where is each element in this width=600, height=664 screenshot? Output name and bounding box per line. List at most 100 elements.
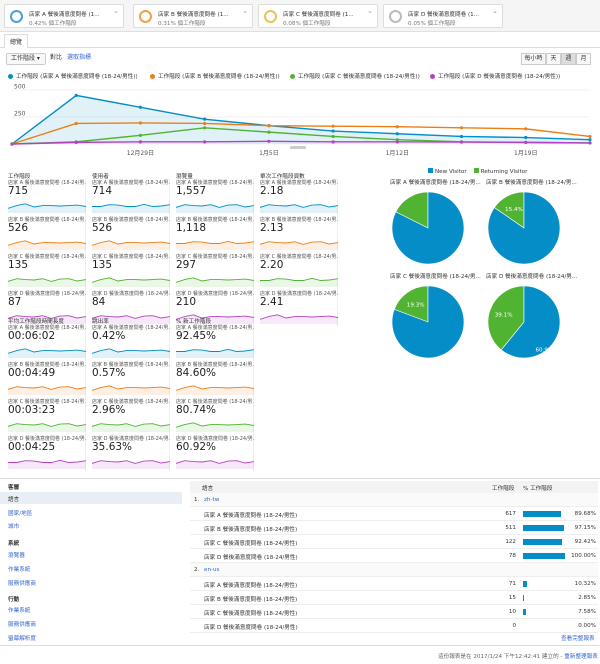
- table-row[interactable]: 店家 B 餐後滿意度問卷 (18-24/男性) 15 2.85%: [190, 591, 598, 605]
- metric-cell[interactable]: 店家 A 餐後滿意度問卷 (18-24/男... 00:06:02: [6, 323, 86, 360]
- metric-cell[interactable]: 店家 B 餐後滿意度問卷 (18-24/男... 1,118: [174, 215, 254, 252]
- col-language[interactable]: 語言: [202, 486, 214, 492]
- metric-cell[interactable]: 店家 A 餐後滿意度問卷 (18-24/男... 92.45%: [174, 323, 254, 360]
- metric-cell[interactable]: 店家 C 餐後滿意度問卷 (18-24/男... 297: [174, 252, 254, 289]
- series-point[interactable]: [459, 126, 464, 130]
- chevron-down-icon[interactable]: ⌄: [113, 7, 119, 15]
- segment-card-d[interactable]: 店家 D 餐後滿意度問卷 (1... 0.05% 個工作階段 ⌄: [383, 4, 503, 28]
- granularity-week[interactable]: 週: [561, 53, 576, 65]
- language-link[interactable]: zh-tw: [204, 497, 220, 503]
- granularity-hour[interactable]: 每小時: [521, 53, 546, 65]
- col-pct-sessions[interactable]: % 工作階段: [523, 486, 553, 492]
- table-row[interactable]: 店家 C 餐後滿意度問卷 (18-24/男性) 10 7.58%: [190, 605, 598, 619]
- series-point[interactable]: [524, 140, 528, 144]
- metric-cell[interactable]: 店家 D 餐後滿意度問卷 (18-24/男... 35.63%: [90, 434, 170, 471]
- table-row[interactable]: 店家 B 餐後滿意度問卷 (18-24/男性) 511 97.15%: [190, 521, 598, 535]
- pie-chart[interactable]: 82.4%: [382, 184, 478, 284]
- metric-cell[interactable]: 店家 A 餐後滿意度問卷 (18-24/男... 714: [90, 178, 170, 215]
- resize-handle[interactable]: [290, 146, 306, 149]
- select-metric-link[interactable]: 選取指標: [67, 54, 92, 61]
- pie-slice-new[interactable]: [391, 285, 465, 359]
- legend-series-a[interactable]: 工作階段 (店家 A 餐後滿意度問卷 (18-24/男性)): [8, 72, 138, 80]
- col-sessions[interactable]: 工作階段: [492, 486, 515, 492]
- nav-item-city[interactable]: 城市: [8, 524, 20, 530]
- series-point[interactable]: [331, 140, 335, 144]
- metric-cell[interactable]: 店家 C 餐後滿意度問卷 (18-24/男... 2.96%: [90, 397, 170, 434]
- series-point[interactable]: [138, 133, 143, 137]
- metric-cell[interactable]: 店家 B 餐後滿意度問卷 (18-24/男... 00:04:49: [6, 360, 86, 397]
- table-row[interactable]: 店家 D 餐後滿意度問卷 (18-24/男性) 78 100.00%: [190, 549, 598, 563]
- legend-series-c[interactable]: 工作階段 (店家 C 餐後滿意度問卷 (18-24/男性)): [290, 72, 420, 80]
- granularity-month[interactable]: 月: [576, 53, 591, 65]
- metric-cell[interactable]: 店家 A 餐後滿意度問卷 (18-24/男... 0.42%: [90, 323, 170, 360]
- chevron-down-icon[interactable]: ⌄: [492, 7, 498, 15]
- chevron-down-icon[interactable]: ⌄: [242, 7, 248, 15]
- pie-slice-new[interactable]: [487, 191, 561, 265]
- series-point[interactable]: [588, 138, 592, 142]
- pie-slice-new[interactable]: [391, 191, 465, 265]
- nav-item-screen[interactable]: 螢幕解析度: [8, 636, 36, 642]
- metric-cell[interactable]: 店家 A 餐後滿意度問卷 (18-24/男... 1,557: [174, 178, 254, 215]
- series-point[interactable]: [74, 140, 78, 144]
- metric-cell[interactable]: 店家 B 餐後滿意度問卷 (18-24/男... 526: [90, 215, 170, 252]
- metric-cell[interactable]: 店家 B 餐後滿意度問卷 (18-24/男... 0.57%: [90, 360, 170, 397]
- nav-item-browser[interactable]: 瀏覽器: [8, 553, 25, 559]
- nav-item-mobile-os[interactable]: 作業系統: [8, 608, 31, 614]
- pie-slice-returning[interactable]: [487, 285, 525, 351]
- table-row[interactable]: 店家 A 餐後滿意度問卷 (18-24/男性) 71 10.32%: [190, 577, 598, 591]
- series-point[interactable]: [138, 121, 143, 125]
- refresh-link[interactable]: 重新整理報表: [564, 654, 598, 660]
- legend-series-d[interactable]: 工作階段 (店家 D 餐後滿意度問卷 (18-24/男性)): [430, 72, 560, 80]
- legend-series-b[interactable]: 工作階段 (店家 B 餐後滿意度問卷 (18-24/男性)): [150, 72, 280, 80]
- full-report-link[interactable]: 查看完整報表: [561, 636, 595, 642]
- metric-cell[interactable]: 店家 D 餐後滿意度問卷 (18-24/男... 84: [90, 289, 170, 326]
- segment-card-a[interactable]: 店家 A 餐後滿意度問卷 (1... 0.42% 個工作階段 ⌄: [4, 4, 124, 28]
- series-point[interactable]: [459, 140, 464, 144]
- series-point[interactable]: [267, 124, 271, 128]
- segment-card-c[interactable]: 店家 C 餐後滿意度問卷 (1... 0.08% 個工作階段 ⌄: [258, 4, 378, 28]
- pie-chart[interactable]: 84.6% 15.4%: [478, 184, 574, 284]
- nav-item-mobile-provider[interactable]: 服務供應商: [8, 622, 36, 628]
- segment-card-b[interactable]: 店家 B 餐後滿意度問卷 (1... 0.31% 個工作階段 ⌄: [133, 4, 253, 28]
- metric-cell[interactable]: 店家 A 餐後滿意度問卷 (18-24/男... 2.18: [258, 178, 338, 215]
- series-point[interactable]: [267, 130, 271, 134]
- language-link[interactable]: en-us: [204, 567, 220, 573]
- nav-item-os[interactable]: 作業系統: [8, 567, 31, 573]
- series-point[interactable]: [331, 124, 335, 128]
- series-point[interactable]: [524, 135, 528, 140]
- series-point[interactable]: [331, 134, 335, 139]
- series-point[interactable]: [524, 127, 528, 131]
- pie-slice-returning[interactable]: [393, 285, 429, 323]
- series-point[interactable]: [74, 93, 78, 97]
- chevron-down-icon[interactable]: ⌄: [367, 7, 373, 15]
- metric-cell[interactable]: 店家 D 餐後滿意度問卷 (18-24/男... 210: [174, 289, 254, 326]
- series-point[interactable]: [267, 139, 271, 143]
- series-point[interactable]: [459, 134, 464, 139]
- table-row[interactable]: 店家 D 餐後滿意度問卷 (18-24/男性) 0 0.00%: [190, 619, 598, 633]
- tab-overview[interactable]: 總覽: [4, 34, 29, 48]
- metric-cell[interactable]: 店家 B 餐後滿意度問卷 (18-24/男... 84.60%: [174, 360, 254, 397]
- granularity-day[interactable]: 天: [546, 53, 561, 65]
- metric-cell[interactable]: 店家 C 餐後滿意度問卷 (18-24/男... 80.74%: [174, 397, 254, 434]
- metric-cell[interactable]: 店家 D 餐後滿意度問卷 (18-24/男... 00:04:25: [6, 434, 86, 471]
- metric-cell[interactable]: 店家 C 餐後滿意度問卷 (18-24/男... 135: [6, 252, 86, 289]
- metric-cell[interactable]: 店家 B 餐後滿意度問卷 (18-24/男... 2.13: [258, 215, 338, 252]
- nav-item-provider[interactable]: 服務供應商: [8, 581, 36, 587]
- metric-cell[interactable]: 店家 C 餐後滿意度問卷 (18-24/男... 135: [90, 252, 170, 289]
- series-point[interactable]: [203, 117, 207, 121]
- metric-cell[interactable]: 店家 D 餐後滿意度問卷 (18-24/男... 87: [6, 289, 86, 326]
- pie-chart[interactable]: 60.9% 39.1%: [478, 278, 574, 378]
- series-point[interactable]: [395, 125, 399, 129]
- series-point[interactable]: [331, 129, 335, 133]
- metric-cell[interactable]: 店家 D 餐後滿意度問卷 (18-24/男... 2.41: [258, 289, 338, 326]
- nav-item-country[interactable]: 國家/地區: [8, 511, 33, 517]
- metric-select[interactable]: 工作階段 ▾: [6, 53, 46, 65]
- series-point[interactable]: [10, 142, 14, 146]
- metric-cell[interactable]: 店家 B 餐後滿意度問卷 (18-24/男... 526: [6, 215, 86, 252]
- metric-cell[interactable]: 店家 C 餐後滿意度問卷 (18-24/男... 2.20: [258, 252, 338, 289]
- metric-cell[interactable]: 店家 A 餐後滿意度問卷 (18-24/男... 715: [6, 178, 86, 215]
- series-point[interactable]: [588, 141, 592, 145]
- series-point[interactable]: [395, 140, 399, 144]
- nav-item-language[interactable]: 語言: [8, 497, 20, 503]
- table-row[interactable]: 店家 A 餐後滿意度問卷 (18-24/男性) 617 89.68%: [190, 507, 598, 521]
